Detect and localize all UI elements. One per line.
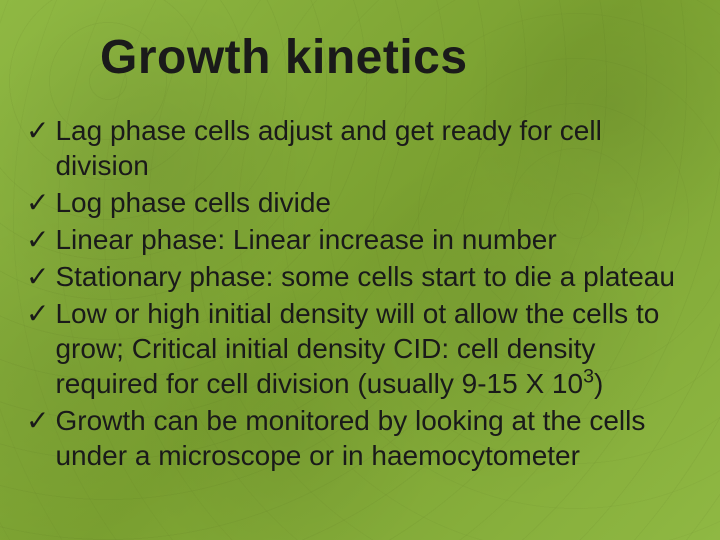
list-item: ✓Linear phase: Linear increase in number	[26, 222, 690, 257]
check-icon: ✓	[26, 222, 49, 254]
bullet-text: Stationary phase: some cells start to di…	[55, 259, 690, 294]
check-icon: ✓	[26, 403, 49, 435]
list-item: ✓Stationary phase: some cells start to d…	[26, 259, 690, 294]
bullet-text: Log phase cells divide	[55, 185, 690, 220]
check-icon: ✓	[26, 113, 49, 145]
check-icon: ✓	[26, 185, 49, 217]
bullet-text: Growth can be monitored by looking at th…	[55, 403, 690, 473]
check-icon: ✓	[26, 296, 49, 328]
list-item: ✓Low or high initial density will ot all…	[26, 296, 690, 401]
slide: Growth kinetics ✓Lag phase cells adjust …	[0, 0, 720, 540]
bullet-text: Low or high initial density will ot allo…	[55, 296, 690, 401]
bullet-text: Lag phase cells adjust and get ready for…	[55, 113, 690, 183]
list-item: ✓Lag phase cells adjust and get ready fo…	[26, 113, 690, 183]
list-item: ✓Growth can be monitored by looking at t…	[26, 403, 690, 473]
slide-title: Growth kinetics	[100, 30, 690, 85]
list-item: ✓Log phase cells divide	[26, 185, 690, 220]
check-icon: ✓	[26, 259, 49, 291]
bullet-list: ✓Lag phase cells adjust and get ready fo…	[20, 113, 690, 473]
bullet-text: Linear phase: Linear increase in number	[55, 222, 690, 257]
